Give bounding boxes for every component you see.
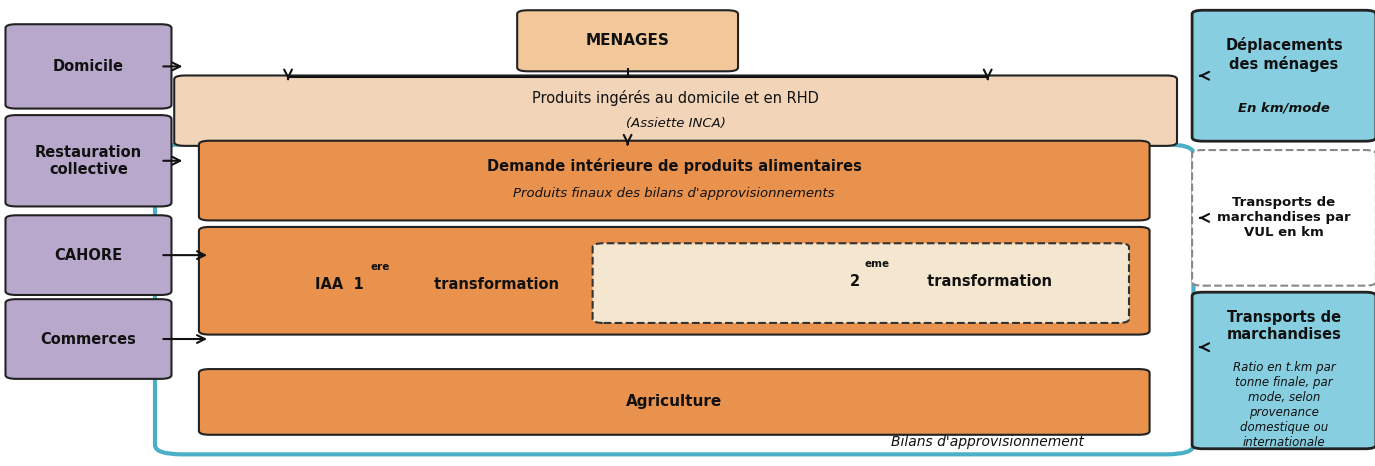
Text: Demande intérieure de produits alimentaires: Demande intérieure de produits alimentai… (487, 158, 862, 174)
FancyBboxPatch shape (199, 227, 1150, 335)
FancyBboxPatch shape (199, 141, 1150, 220)
Text: Produits ingérés au domicile et en RHD: Produits ingérés au domicile et en RHD (532, 89, 820, 106)
FancyBboxPatch shape (1192, 150, 1375, 286)
FancyBboxPatch shape (593, 243, 1129, 323)
Text: transformation: transformation (921, 274, 1052, 289)
Text: (Assiette INCA): (Assiette INCA) (626, 117, 726, 130)
Text: Restauration
collective: Restauration collective (34, 144, 142, 177)
Text: Ratio en t.km par
tonne finale, par
mode, selon
provenance
domestique ou
interna: Ratio en t.km par tonne finale, par mode… (1232, 362, 1335, 449)
Text: eme: eme (865, 259, 890, 269)
FancyBboxPatch shape (6, 299, 172, 379)
Text: En km/mode: En km/mode (1238, 102, 1330, 115)
Text: CAHORE: CAHORE (55, 247, 122, 263)
Text: Produits finaux des bilans d'approvisionnements: Produits finaux des bilans d'approvision… (513, 187, 835, 200)
Text: Transports de
marchandises par
VUL en km: Transports de marchandises par VUL en km (1217, 196, 1350, 240)
FancyBboxPatch shape (175, 75, 1177, 146)
FancyBboxPatch shape (199, 369, 1150, 435)
Text: Transports de
marchandises: Transports de marchandises (1226, 310, 1342, 343)
Text: Commerces: Commerces (40, 331, 136, 347)
Text: Domicile: Domicile (54, 59, 124, 74)
Text: ere: ere (370, 261, 389, 272)
FancyBboxPatch shape (6, 215, 172, 295)
Text: MENAGES: MENAGES (586, 33, 670, 48)
Text: Déplacements
des ménages: Déplacements des ménages (1225, 37, 1343, 72)
FancyBboxPatch shape (517, 10, 738, 71)
FancyBboxPatch shape (1192, 10, 1375, 141)
Text: Bilans d'approvisionnement: Bilans d'approvisionnement (891, 435, 1085, 449)
Text: Agriculture: Agriculture (626, 394, 722, 410)
Text: transformation: transformation (429, 277, 560, 292)
FancyBboxPatch shape (6, 24, 172, 109)
FancyBboxPatch shape (1192, 292, 1375, 449)
FancyBboxPatch shape (155, 144, 1194, 454)
FancyBboxPatch shape (6, 115, 172, 206)
Text: 2: 2 (850, 274, 861, 289)
Text: IAA  1: IAA 1 (315, 277, 363, 292)
